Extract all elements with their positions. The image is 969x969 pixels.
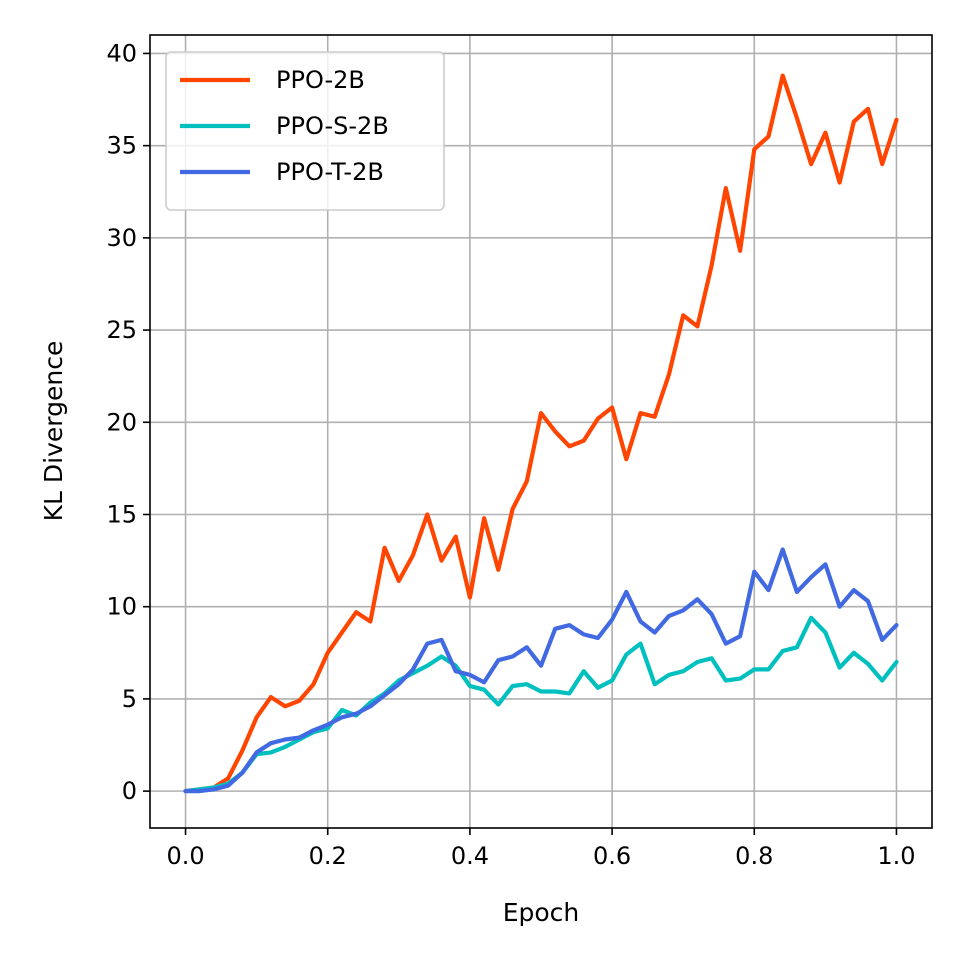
x-axis-label: Epoch	[503, 898, 580, 927]
x-tick-label: 0.8	[735, 842, 773, 870]
legend-label-ppo-t-2b: PPO-T-2B	[276, 158, 384, 186]
y-tick-label: 20	[106, 408, 137, 436]
axes-frame	[149, 34, 933, 829]
series-line-ppo-2b	[183, 73, 899, 794]
y-tick-label: 0	[122, 777, 137, 805]
y-tick-label: 15	[106, 500, 137, 528]
y-tick-label: 30	[106, 224, 137, 252]
y-tick-label: 35	[106, 132, 137, 160]
y-tick-label: 40	[106, 39, 137, 67]
legend-label-ppo-2b: PPO-2B	[276, 66, 365, 94]
series-layer	[183, 73, 899, 794]
x-tick-label: 0.6	[593, 842, 631, 870]
ticks: 0.0 0.2 0.4 0.6 0.8 1.0 0 5 10 15 20 25 30 35 40	[106, 39, 915, 870]
legend: PPO-2B PPO-S-2B PPO-T-2B	[165, 51, 445, 211]
y-tick-label: 25	[106, 316, 137, 344]
legend-label-ppo-s-2b: PPO-S-2B	[276, 112, 389, 140]
x-tick-label: 0.0	[166, 842, 204, 870]
y-axis-label: KL Divergence	[39, 341, 68, 522]
y-tick-label: 5	[122, 685, 137, 713]
x-tick-label: 1.0	[877, 842, 915, 870]
series-line-ppo-t-2b	[183, 547, 899, 794]
y-tick-label: 10	[106, 593, 137, 621]
x-tick-label: 0.2	[309, 842, 347, 870]
x-tick-label: 0.4	[451, 842, 489, 870]
